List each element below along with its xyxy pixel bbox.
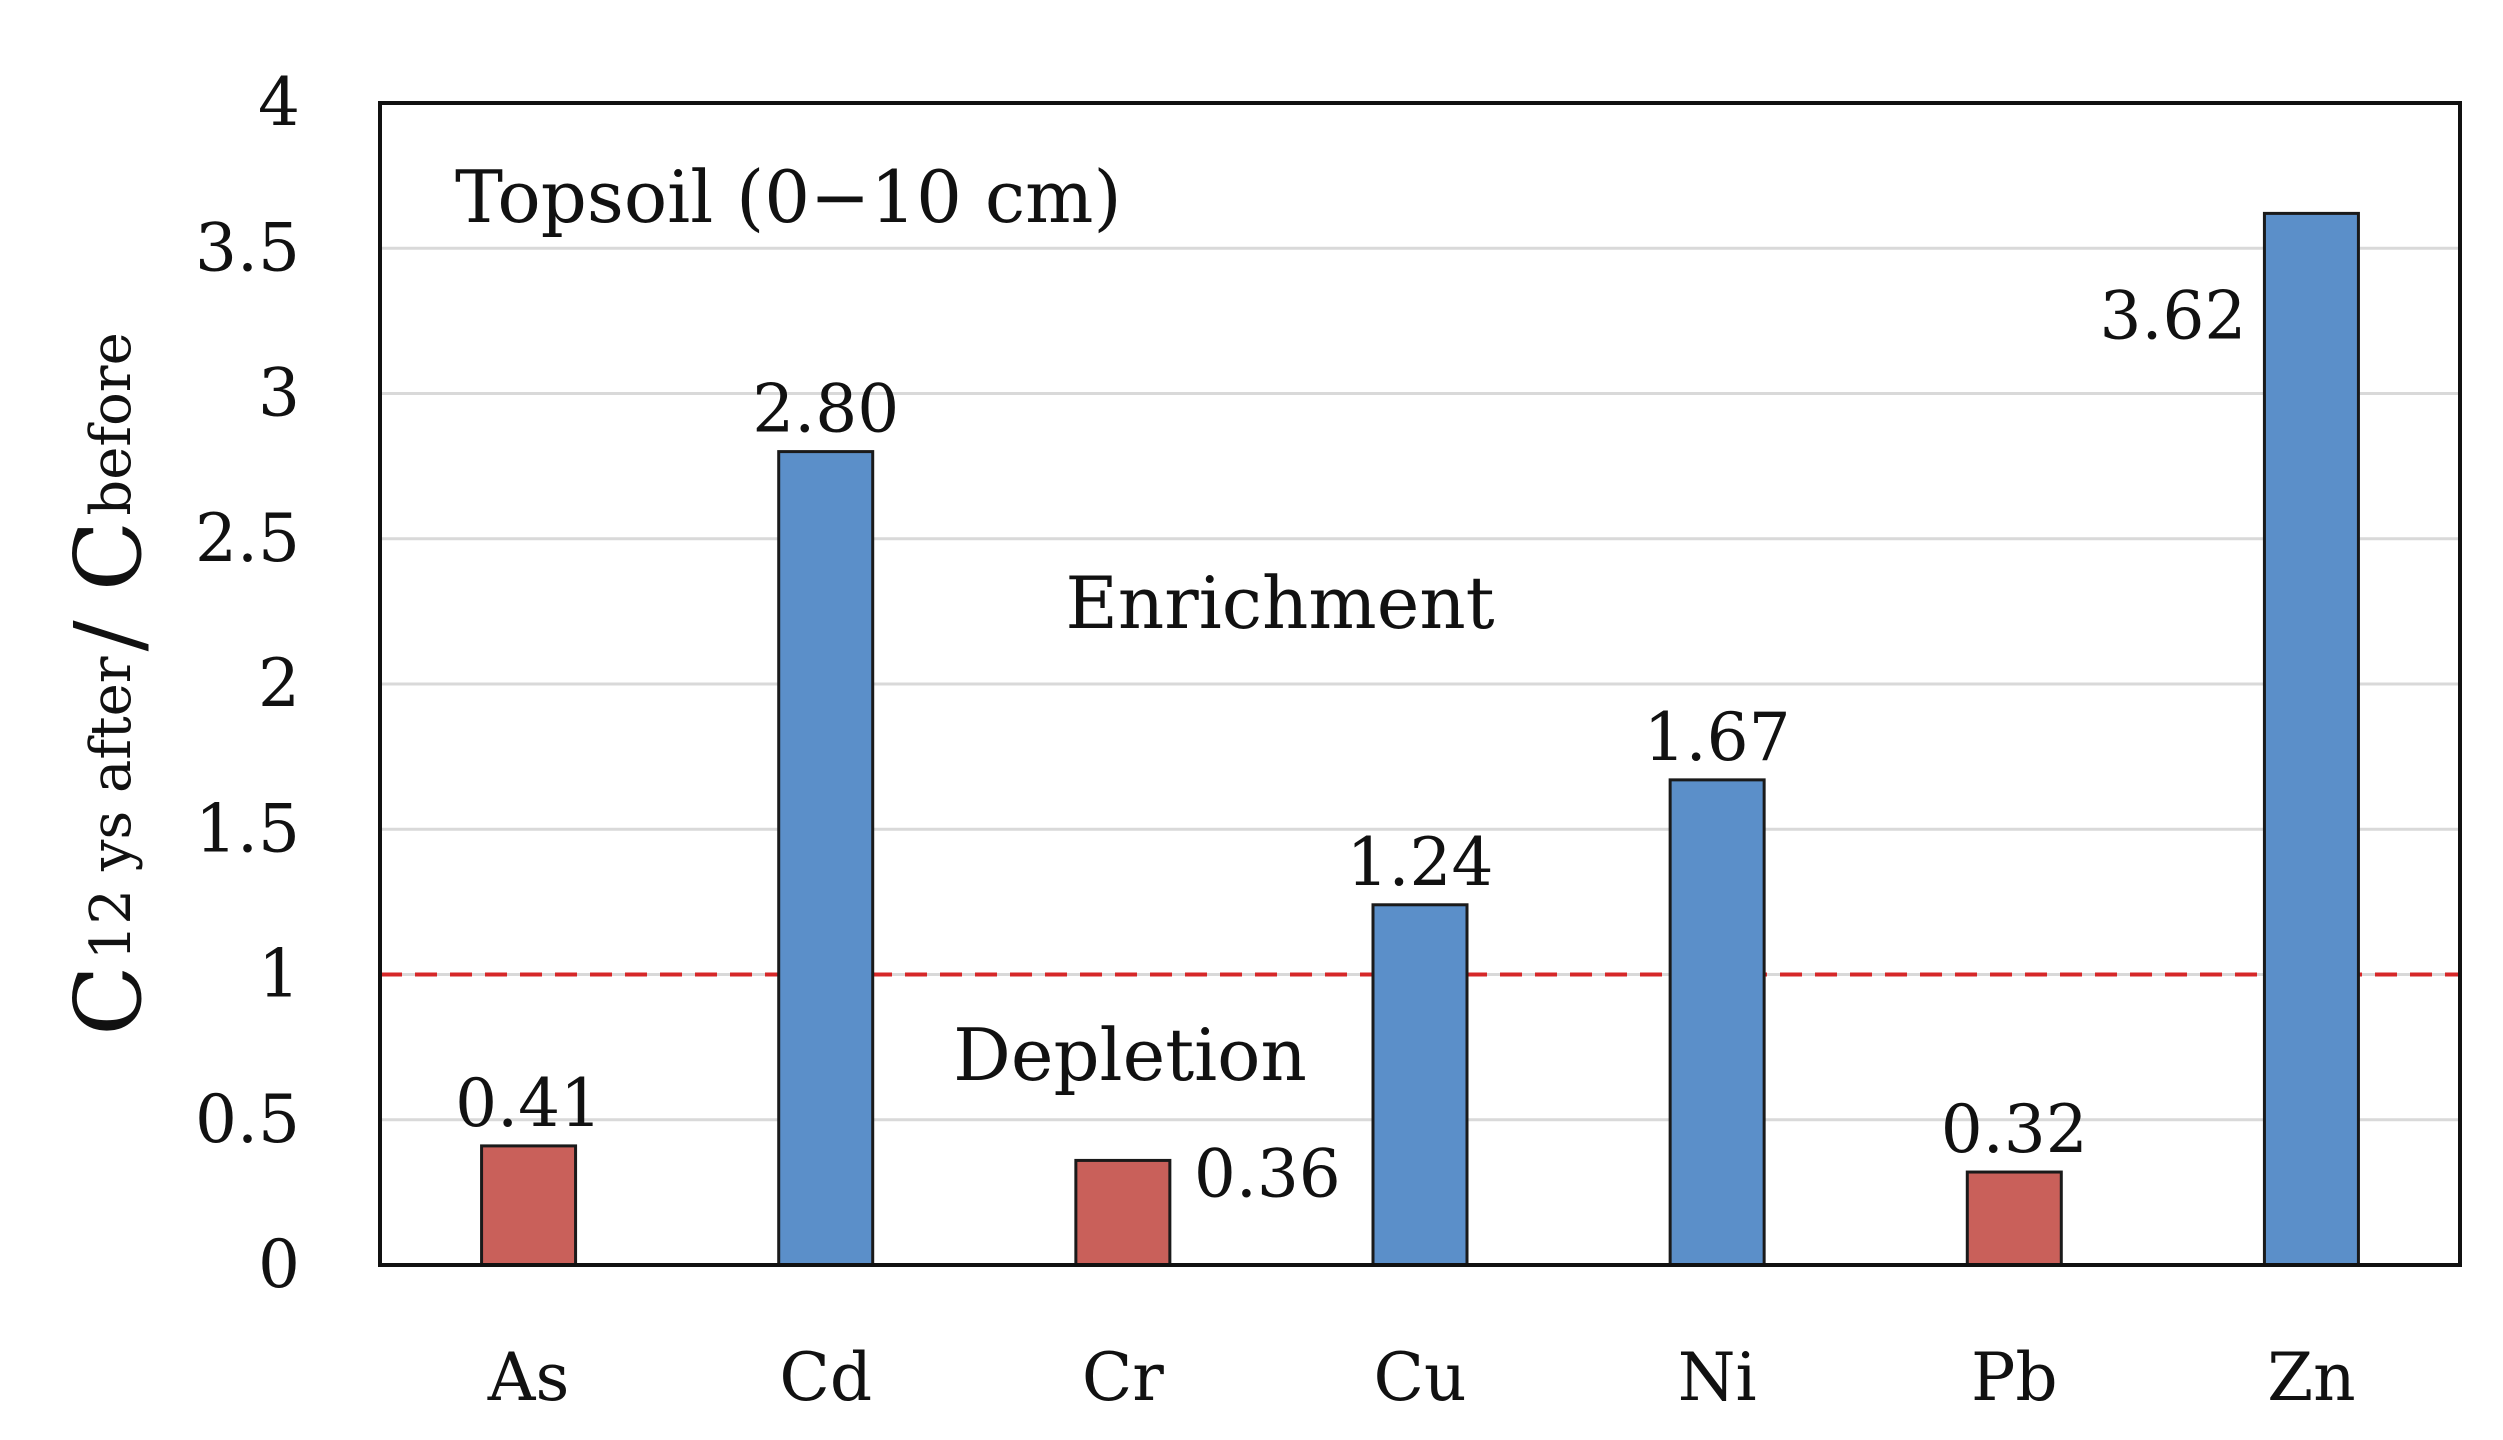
y-label-c2: C <box>55 521 162 591</box>
depletion-annotation: Depletion <box>953 1013 1307 1097</box>
y-axis-ticks: 0 0.5 1 1.5 2 2.5 3 3.5 4 <box>195 64 300 1303</box>
x-axis-categories: As Cd Cr Cu Ni Pb Zn <box>487 1339 2356 1416</box>
y-label-c1: C <box>55 965 162 1035</box>
data-labels: 0.41 2.80 0.36 1.24 1.67 0.32 3.62 <box>455 277 2246 1212</box>
y-tick-label: 3.5 <box>195 209 300 286</box>
panel-annotation: Topsoil (0−10 cm) <box>455 155 1122 239</box>
x-tick-label: Zn <box>2267 1339 2355 1416</box>
y-axis-label: C 12 ys after / C before <box>55 332 162 1035</box>
gridlines <box>380 246 2460 1122</box>
y-label-sub1: 12 ys after <box>79 656 144 960</box>
y-tick-label: 2 <box>258 645 300 722</box>
y-tick-label: 3 <box>258 355 300 432</box>
plot-frame <box>378 101 2462 1267</box>
bar-cu <box>1371 903 1469 1267</box>
y-tick-label: 0 <box>258 1226 300 1303</box>
data-label: 2.80 <box>752 371 899 448</box>
bars <box>480 211 2360 1267</box>
bar-as <box>480 1144 578 1267</box>
bar-ni <box>1668 778 1766 1267</box>
x-tick-label: Cu <box>1373 1339 1466 1416</box>
y-label-sub2: before <box>79 332 144 515</box>
y-label-slash: / <box>55 591 162 651</box>
x-tick-label: Ni <box>1678 1339 1757 1416</box>
bar-zn <box>2262 211 2360 1267</box>
x-tick-label: Cd <box>779 1339 872 1416</box>
x-tick-label: Cr <box>1082 1339 1164 1416</box>
y-tick-label: 1.5 <box>195 790 300 867</box>
bar-pb <box>1965 1170 2063 1267</box>
y-tick-label: 0.5 <box>195 1081 300 1158</box>
y-tick-label: 4 <box>258 64 300 141</box>
y-tick-label: 1 <box>258 936 300 1013</box>
y-tick-label: 2.5 <box>195 500 300 577</box>
data-label: 3.62 <box>2099 277 2246 354</box>
enrichment-annotation: Enrichment <box>1065 561 1494 645</box>
data-label: 1.67 <box>1644 699 1791 776</box>
data-label: 0.36 <box>1194 1135 1341 1212</box>
bar-cd <box>777 450 875 1267</box>
x-tick-label: Pb <box>1971 1339 2058 1416</box>
data-label: 0.41 <box>455 1065 602 1142</box>
data-label: 0.32 <box>1941 1091 2088 1168</box>
data-label: 1.24 <box>1347 824 1494 901</box>
x-tick-label: As <box>487 1339 570 1416</box>
bar-cr <box>1074 1158 1172 1267</box>
